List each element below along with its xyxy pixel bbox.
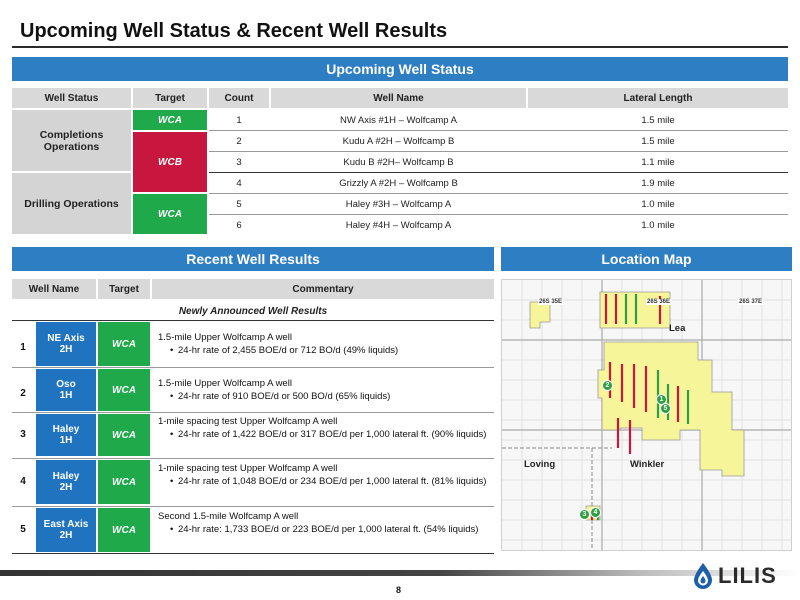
row-divider	[12, 506, 494, 507]
lateral-length-cell: 1.5 mile	[641, 114, 675, 126]
lateral-length-cell: 1.0 mile	[641, 219, 675, 231]
well-marker: 3	[579, 509, 590, 520]
commentary-bullet: 24-hr rate of 1,422 BOE/d or 317 BOE/d p…	[170, 428, 490, 441]
row-divider	[12, 320, 494, 321]
commentary: 1-mile spacing test Upper Wolfcamp A wel…	[158, 462, 490, 488]
row-divider	[209, 151, 788, 152]
upcoming-section-header: Upcoming Well Status	[12, 57, 788, 81]
well-marker: 2	[602, 380, 613, 391]
target-badge: WCA	[133, 194, 207, 234]
col-header-count: Count	[209, 88, 269, 108]
township-label: 26S 36E	[646, 299, 672, 305]
commentary-bullet: 24-hr rate of 910 BOE/d or 500 BO/d (65%…	[170, 390, 490, 403]
township-label: 26S 35E	[538, 299, 564, 305]
status-completions: Completions Operations	[12, 110, 131, 171]
title-divider	[12, 46, 788, 48]
target-badge: WCA	[133, 110, 207, 130]
row-number: 4	[20, 476, 26, 487]
lateral-length-cell: 1.0 mile	[641, 198, 675, 210]
count-cell: 2	[236, 135, 242, 147]
row-divider	[209, 172, 788, 173]
commentary-line: 1.5-mile Upper Wolfcamp A well	[158, 378, 292, 389]
county-label-winkler: Winkler	[630, 459, 665, 470]
count-cell: 3	[236, 156, 242, 168]
well-name-badge: East Axis 2H	[36, 508, 96, 552]
commentary-line: 1-mile spacing test Upper Wolfcamp A wel…	[158, 416, 338, 427]
lateral-length-cell: 1.1 mile	[641, 156, 675, 168]
col-header-well-name: Well Name	[12, 279, 96, 299]
well-marker: 5	[660, 403, 671, 414]
well-name-cell: Haley #3H – Wolfcamp A	[345, 198, 452, 210]
recent-section-header: Recent Well Results	[12, 247, 494, 271]
row-number: 3	[20, 429, 26, 440]
commentary-line: 1.5-mile Upper Wolfcamp A well	[158, 332, 292, 343]
well-name-cell: Kudu B #2H– Wolfcamp B	[343, 156, 454, 168]
well-name-badge: Haley 1H	[36, 414, 96, 456]
well-name-cell: Haley #4H – Wolfcamp A	[345, 219, 452, 231]
company-logo: LILIS	[692, 562, 777, 590]
target-badge: WCB	[133, 132, 207, 192]
well-name-badge: Haley 2H	[36, 460, 96, 504]
footer-bar	[0, 570, 800, 576]
county-label-loving: Loving	[524, 459, 556, 470]
newly-announced-subheader: Newly Announced Well Results	[178, 305, 328, 317]
map-graphic	[502, 280, 791, 550]
county-label-lea: Lea	[669, 323, 686, 334]
commentary-bullet: 24-hr rate of 2,455 BOE/d or 712 BO/d (4…	[170, 344, 490, 357]
well-name-cell: NW Axis #1H – Wolfcamp A	[339, 114, 458, 126]
col-header-well-status: Well Status	[12, 88, 131, 108]
row-divider	[12, 367, 494, 368]
col-header-well-name: Well Name	[271, 88, 526, 108]
page-number: 8	[396, 585, 402, 595]
commentary-line: 1-mile spacing test Upper Wolfcamp A wel…	[158, 463, 338, 474]
col-header-commentary: Commentary	[152, 279, 494, 299]
target-badge: WCA	[98, 414, 150, 456]
lateral-length-cell: 1.5 mile	[641, 135, 675, 147]
commentary: Second 1.5-mile Wolfcamp A well 24-hr ra…	[158, 510, 490, 536]
well-name-cell: Kudu A #2H – Wolfcamp B	[342, 135, 455, 147]
row-divider	[12, 412, 494, 413]
row-number: 5	[20, 524, 26, 535]
col-header-target: Target	[98, 279, 150, 299]
col-header-target: Target	[133, 88, 207, 108]
target-badge: WCA	[98, 508, 150, 552]
commentary: 1-mile spacing test Upper Wolfcamp A wel…	[158, 415, 490, 441]
commentary-line: Second 1.5-mile Wolfcamp A well	[158, 511, 299, 522]
commentary: 1.5-mile Upper Wolfcamp A well 24-hr rat…	[158, 377, 490, 403]
row-number: 2	[20, 388, 26, 399]
row-number: 1	[20, 342, 26, 353]
row-divider	[209, 214, 788, 215]
logo-text: LILIS	[718, 563, 777, 588]
count-cell: 5	[236, 198, 242, 210]
count-cell: 4	[236, 177, 242, 189]
map-section-header: Location Map	[501, 247, 792, 271]
commentary: 1.5-mile Upper Wolfcamp A well 24-hr rat…	[158, 331, 490, 357]
status-drilling: Drilling Operations	[12, 173, 131, 234]
well-marker: 4	[590, 507, 601, 518]
well-name-badge: Oso 1H	[36, 369, 96, 411]
well-name-cell: Grizzly A #2H – Wolfcamp B	[339, 177, 458, 189]
col-header-lateral-length: Lateral Length	[528, 88, 788, 108]
row-divider	[209, 130, 788, 131]
row-divider	[12, 458, 494, 459]
table-bottom-rule	[12, 553, 494, 554]
target-badge: WCA	[98, 460, 150, 504]
target-badge: WCA	[98, 369, 150, 411]
droplet-icon	[694, 563, 712, 589]
count-cell: 6	[236, 219, 242, 231]
row-divider	[209, 193, 788, 194]
target-badge: WCA	[98, 322, 150, 366]
commentary-bullet: 24-hr rate of 1,048 BOE/d or 234 BOE/d p…	[170, 475, 490, 488]
township-label: 26S 37E	[738, 299, 764, 305]
location-map: 26S 35E 26S 36E 26S 37E Lea Loving Winkl…	[501, 279, 792, 551]
commentary-bullet: 24-hr rate: 1,733 BOE/d or 223 BOE/d per…	[170, 523, 490, 536]
count-cell: 1	[236, 114, 242, 126]
well-name-badge: NE Axis 2H	[36, 322, 96, 366]
lateral-length-cell: 1.9 mile	[641, 177, 675, 189]
page-title: Upcoming Well Status & Recent Well Resul…	[20, 20, 448, 42]
